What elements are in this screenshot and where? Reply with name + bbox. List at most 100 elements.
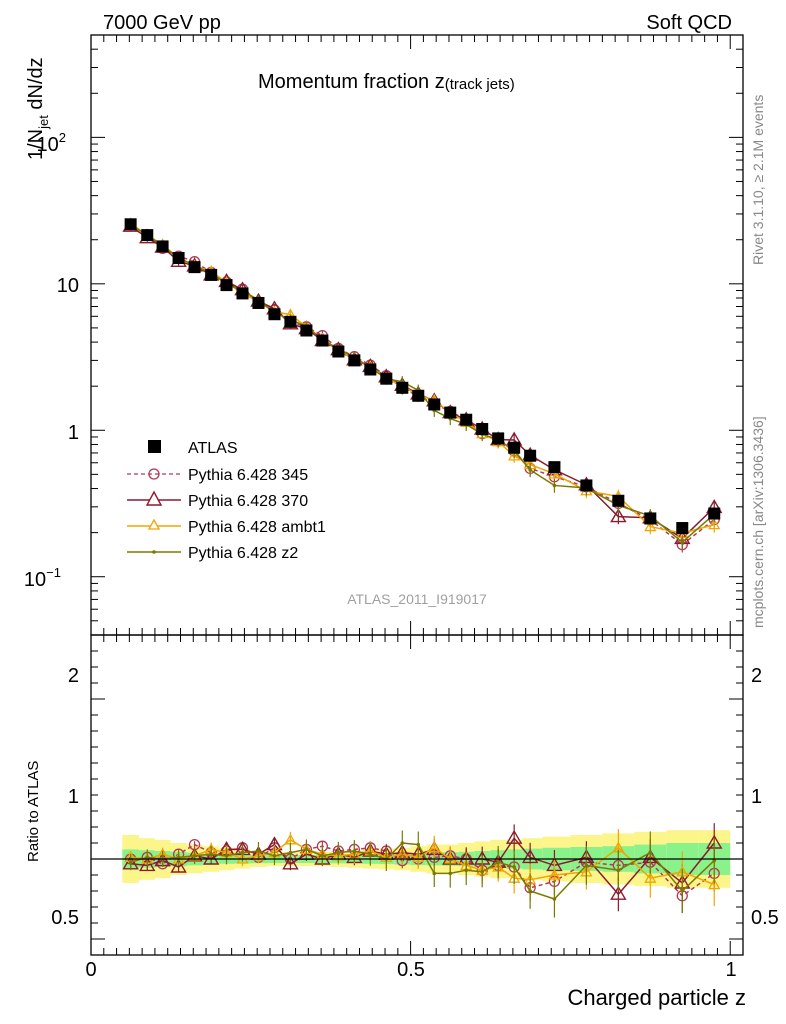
main-marker-atlas [460, 413, 473, 426]
header-collision-label: 7000 GeV pp [103, 12, 221, 34]
ratio-marker-z2 [496, 860, 500, 864]
ratio-y-axis-label: Ratio to ATLAS [25, 761, 42, 862]
ratio-marker-z2 [336, 850, 341, 855]
main-marker-370 [610, 508, 627, 523]
ratio-marker-z2 [320, 854, 325, 858]
main-line-ambt1 [130, 223, 715, 535]
main-marker-atlas [364, 363, 377, 376]
main-marker-atlas [412, 389, 425, 402]
main-line-370 [130, 225, 715, 540]
ratio-marker-z2 [552, 897, 557, 901]
ratio-ytick-label-right-2: 2 [751, 665, 762, 687]
ratio-line-345 [130, 843, 715, 897]
main-marker-atlas [188, 261, 201, 274]
ratio-marker-ambt1 [548, 868, 561, 880]
ratio-marker-ambt1 [644, 871, 657, 883]
main-marker-atlas [580, 479, 593, 492]
ratio-marker-z2 [272, 854, 277, 858]
main-marker-atlas [300, 324, 313, 337]
legend-marker-ambt1 [147, 518, 161, 530]
rivet-version-label: Rivet 3.1.10, ≥ 2.1M events [750, 95, 766, 265]
ratio-marker-z2 [192, 854, 197, 858]
ratio-ytick-label-right-1: 1 [751, 786, 762, 808]
main-marker-atlas [348, 354, 361, 367]
main-marker-atlas [284, 315, 297, 328]
ratio-marker-ambt1 [412, 851, 425, 863]
xtick-label-1: 1 [725, 959, 736, 981]
legend-label-370: Pythia 6.428 370 [188, 493, 308, 510]
main-marker-atlas [396, 381, 409, 394]
main-marker-atlas [380, 372, 393, 385]
ratio-marker-z2 [128, 860, 133, 864]
main-marker-atlas [268, 308, 281, 321]
main-marker-atlas [508, 441, 521, 454]
main-marker-atlas [428, 398, 441, 411]
main-marker-z2 [680, 540, 685, 545]
ratio-marker-z2 [448, 871, 453, 876]
main-marker-z2 [528, 468, 532, 472]
main-ytick-label-10: 10 [57, 275, 79, 297]
legend-label-atlas: ATLAS [188, 440, 238, 457]
ratio-marker-370 [505, 829, 523, 844]
ratio-marker-z2 [680, 889, 685, 893]
ratio-marker-z2 [176, 855, 181, 860]
ratio-marker-z2 [288, 850, 293, 855]
main-marker-atlas [236, 287, 249, 300]
main-marker-ambt1 [644, 520, 657, 532]
ratio-marker-ambt1 [428, 841, 441, 853]
ratio-marker-z2 [712, 858, 717, 863]
main-marker-atlas [332, 345, 345, 358]
ratio-marker-z2 [352, 849, 357, 853]
main-marker-atlas [141, 229, 154, 242]
main-marker-atlas [644, 512, 657, 525]
main-marker-atlas [220, 279, 233, 292]
main-marker-atlas [548, 461, 561, 474]
legend-marker-z2 [152, 550, 156, 554]
ratio-marker-z2 [616, 868, 621, 872]
main-y-axis-label: 1/Njet dN/dz [25, 57, 51, 160]
ratio-marker-370 [521, 849, 539, 864]
main-marker-z2 [552, 483, 557, 488]
ratio-marker-z2 [512, 865, 516, 869]
main-marker-atlas [444, 406, 457, 419]
ratio-marker-370 [139, 857, 156, 872]
main-y-axis-label-suffix: dN/dz [25, 57, 47, 115]
ratio-marker-z2 [416, 842, 421, 847]
main-y-axis-label-sub: jet [36, 115, 51, 130]
ratio-marker-ambt1 [708, 878, 721, 890]
ratio-marker-370 [610, 885, 627, 900]
main-marker-atlas [492, 432, 505, 445]
main-marker-atlas [205, 268, 218, 281]
legend: ATLAS Pythia 6.428 345 Pythia 6.428 370 … [127, 440, 326, 562]
main-ytick-label-1: 1 [68, 422, 79, 444]
main-marker-atlas [316, 334, 329, 347]
ratio-marker-z2 [464, 868, 469, 872]
main-marker-atlas [524, 449, 537, 462]
main-marker-ambt1 [508, 449, 521, 461]
ratio-marker-z2 [240, 850, 245, 855]
legend-marker-345 [148, 468, 160, 480]
ratio-plot-frame [90, 634, 744, 956]
xtick-label-0.5: 0.5 [397, 959, 425, 981]
source-reference-label: mcplots.cern.ch [arXiv:1306.3436] [750, 416, 766, 628]
ratio-marker-z2 [432, 871, 437, 876]
legend-label-345: Pythia 6.428 345 [188, 467, 308, 484]
ratio-marker-z2 [224, 854, 229, 858]
plot-title-main: Momentum fraction z [258, 71, 445, 93]
ratio-ytick-label-1: 1 [68, 786, 79, 808]
ratio-marker-z2 [256, 849, 261, 853]
legend-label-ambt1: Pythia 6.428 ambt1 [188, 519, 326, 536]
legend-marker-370 [145, 490, 163, 506]
main-marker-atlas [676, 522, 689, 535]
legend-marker-atlas [148, 440, 161, 453]
main-marker-ambt1 [548, 467, 561, 479]
legend-label-z2: Pythia 6.428 z2 [188, 545, 298, 562]
xtick-label-0: 0 [85, 959, 96, 981]
ratio-marker-z2 [209, 852, 213, 856]
ratio-marker-ambt1 [396, 847, 409, 859]
ratio-marker-z2 [528, 889, 532, 893]
ratio-ytick-label-2: 2 [68, 665, 79, 687]
ratio-ytick-label-right-0.5: 0.5 [751, 907, 779, 929]
main-ytick-label-100: 102 [37, 130, 66, 156]
